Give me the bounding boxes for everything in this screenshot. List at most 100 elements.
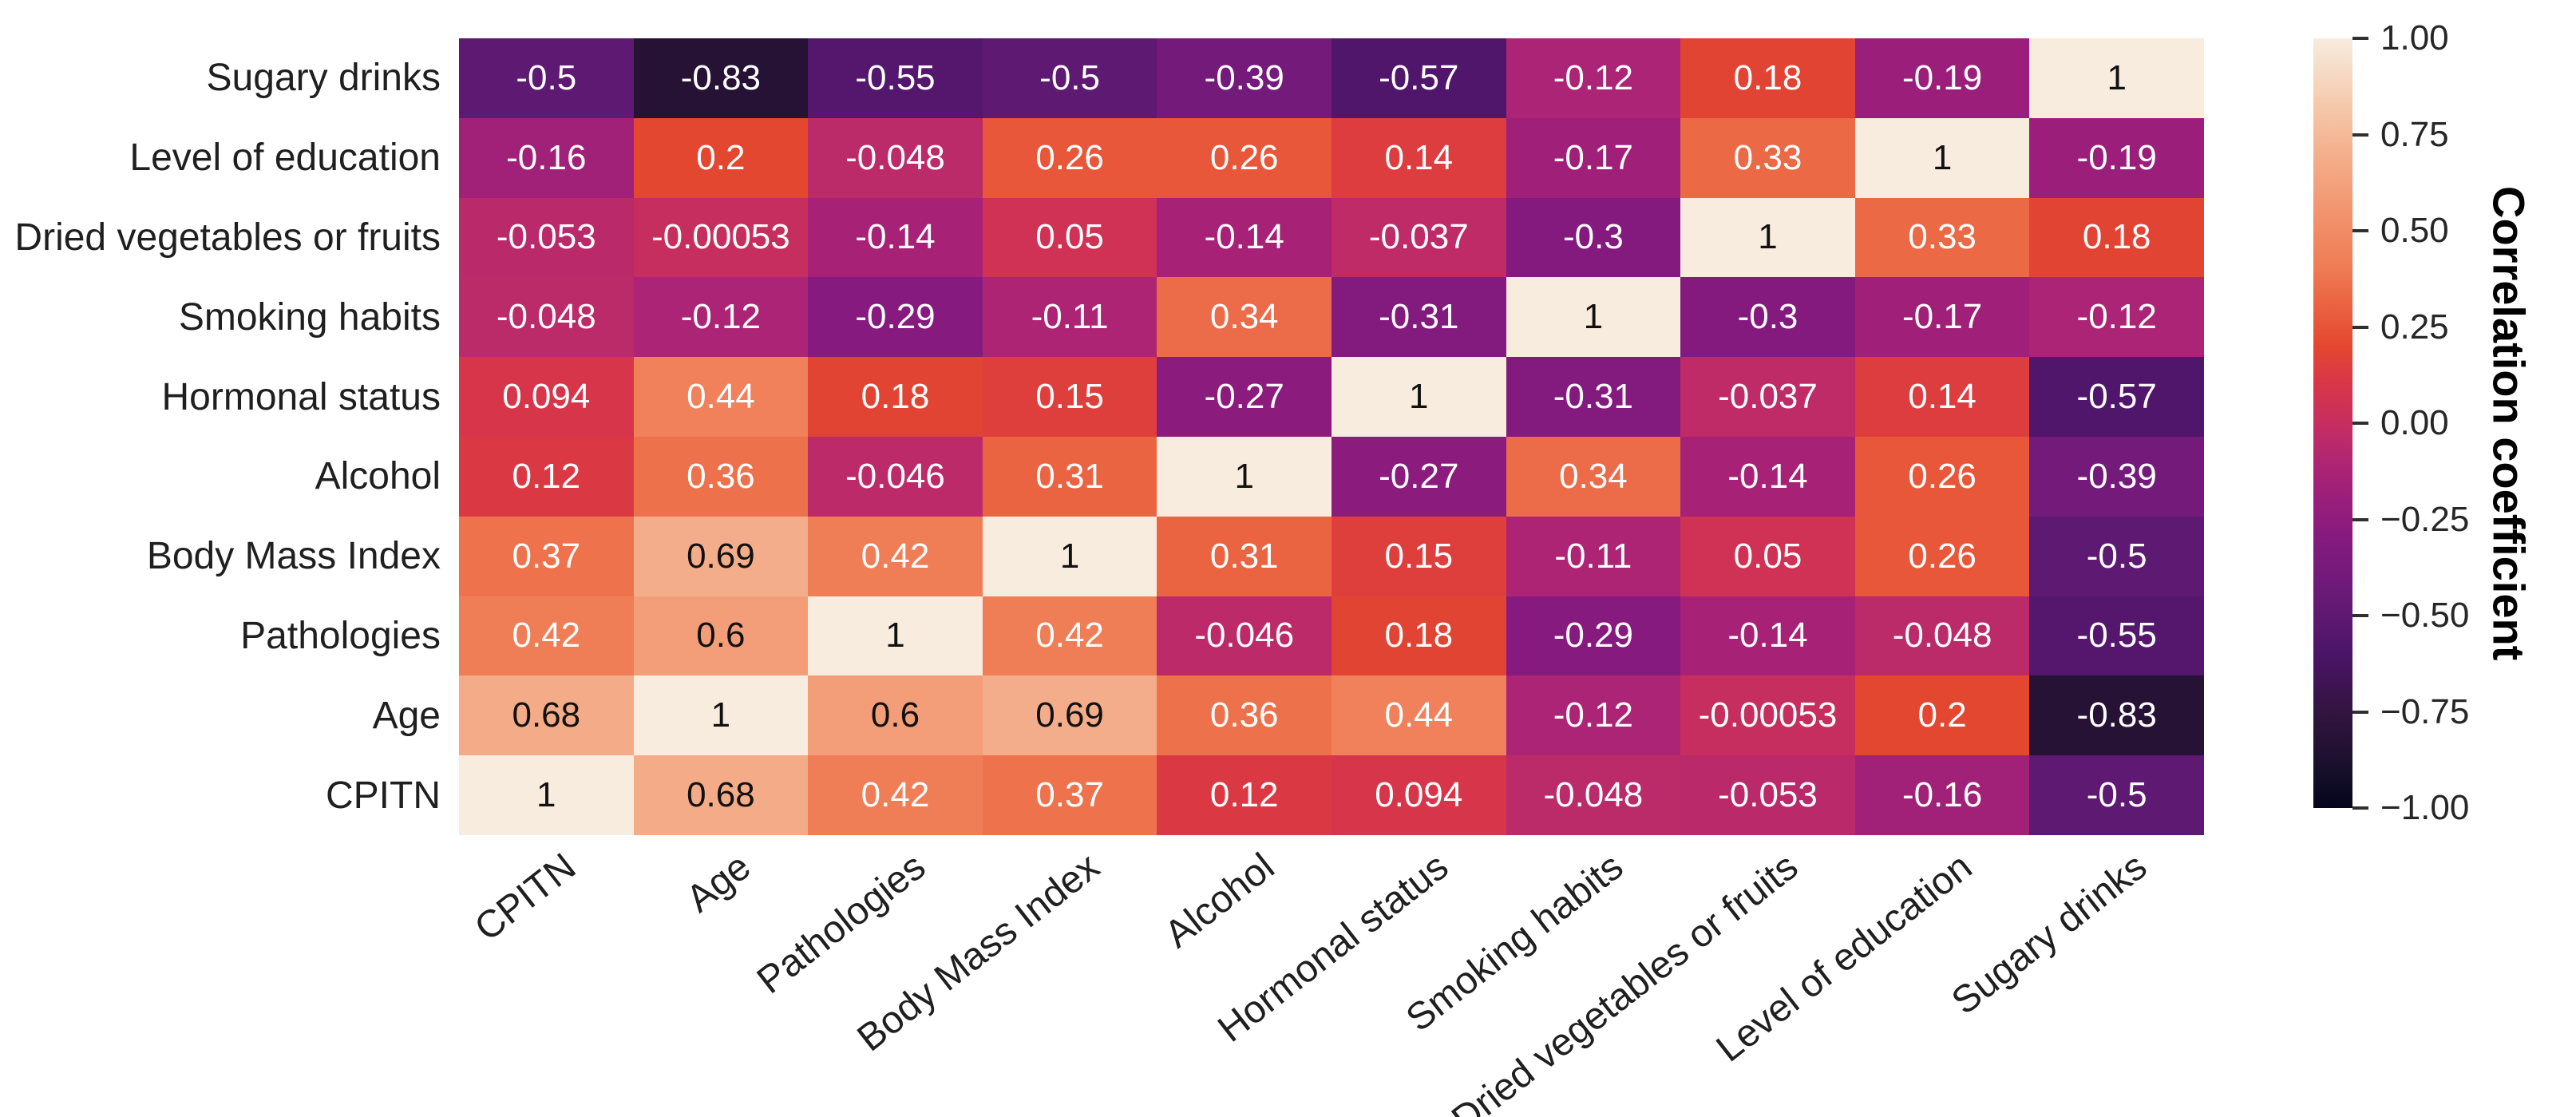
heatmap-cell: -0.11 <box>982 277 1157 358</box>
colorbar-tick-mark <box>2352 614 2368 617</box>
heatmap-cell: -0.00053 <box>633 197 809 278</box>
heatmap-cell: -0.3 <box>1680 277 1855 358</box>
heatmap-cell: -0.14 <box>808 197 983 278</box>
heatmap-cell: 1 <box>1506 277 1681 358</box>
colorbar-tick-mark <box>2352 806 2368 810</box>
heatmap-cell: -0.14 <box>1680 596 1855 676</box>
heatmap-cell: 0.18 <box>1332 596 1506 676</box>
heatmap-cell: -0.39 <box>2029 437 2204 517</box>
heatmap-cell: 0.44 <box>1332 675 1506 756</box>
heatmap-cell: -0.5 <box>459 38 634 118</box>
heatmap-cell: 1 <box>808 596 983 676</box>
heatmap-cell: 1 <box>1854 117 2030 198</box>
heatmap-cell: -0.57 <box>1332 38 1506 118</box>
heatmap-cell: 0.69 <box>633 516 809 596</box>
heatmap-cell: -0.3 <box>1506 197 1681 278</box>
heatmap-cell: -0.17 <box>1854 277 2030 358</box>
y-tick-label: Smoking habits <box>178 295 441 339</box>
heatmap-cell: -0.11 <box>1506 516 1681 596</box>
heatmap-cell: -0.17 <box>1506 117 1681 198</box>
heatmap-cell: -0.00053 <box>1680 675 1855 756</box>
heatmap-cell: 0.6 <box>633 596 809 676</box>
heatmap-cell: -0.046 <box>808 437 983 517</box>
heatmap-cell: 0.12 <box>1157 755 1332 835</box>
y-tick-label: Pathologies <box>240 614 441 657</box>
heatmap-cell: -0.048 <box>808 117 983 198</box>
heatmap-cell: 0.42 <box>982 596 1157 676</box>
heatmap-cell: -0.14 <box>1157 197 1332 278</box>
colorbar-tick-mark <box>2352 133 2368 137</box>
heatmap-cell: -0.053 <box>459 197 634 278</box>
y-tick-label: Level of education <box>129 137 441 180</box>
heatmap-cell: -0.83 <box>633 38 809 118</box>
heatmap-cell: 0.37 <box>982 755 1157 835</box>
colorbar-title: Correlation coefficient <box>2483 185 2534 661</box>
colorbar-tick-mark <box>2352 710 2368 714</box>
heatmap-grid: -0.5 -0.83 -0.55 -0.5 -0.39 -0.57 -0.12 0.18 -0.… <box>459 38 2204 835</box>
heatmap-cell: -0.046 <box>1157 596 1332 676</box>
colorbar-tick-label: −0.50 <box>2380 596 2470 635</box>
heatmap-cell: 0.14 <box>1332 117 1506 198</box>
heatmap-cell: -0.037 <box>1680 357 1855 437</box>
heatmap-cell: 0.094 <box>1332 755 1506 835</box>
colorbar-tick-mark <box>2352 517 2368 521</box>
colorbar-tick-label: −0.25 <box>2380 499 2470 539</box>
heatmap-cell: -0.053 <box>1680 755 1855 835</box>
heatmap-cell: 0.05 <box>982 197 1157 278</box>
heatmap-cell: 1 <box>2029 38 2204 118</box>
heatmap-cell: 0.42 <box>808 516 983 596</box>
heatmap-cell: 0.2 <box>633 117 809 198</box>
heatmap-cell: 0.69 <box>982 675 1157 756</box>
heatmap-cell: -0.12 <box>1506 38 1681 118</box>
heatmap-cell: 0.68 <box>633 755 809 835</box>
heatmap-cell: -0.5 <box>2029 516 2204 596</box>
heatmap-cell: -0.048 <box>1854 596 2030 676</box>
heatmap-cell: -0.31 <box>1332 277 1506 358</box>
colorbar-tick-label: 0.25 <box>2380 307 2449 347</box>
heatmap-cell: -0.55 <box>808 38 983 118</box>
heatmap-cell: 1 <box>1680 197 1855 278</box>
heatmap-cell: -0.19 <box>1854 38 2030 118</box>
heatmap-cell: -0.83 <box>2029 675 2204 756</box>
heatmap-cell: -0.5 <box>982 38 1157 118</box>
heatmap-cell: -0.5 <box>2029 755 2204 835</box>
y-tick-label: Dried vegetables or fruits <box>14 216 441 259</box>
y-tick-label: Age <box>372 694 441 737</box>
heatmap-cell: 0.37 <box>459 516 634 596</box>
heatmap-cell: -0.27 <box>1332 437 1506 517</box>
heatmap-cell: 0.44 <box>633 357 809 437</box>
heatmap-cell: -0.16 <box>1854 755 2030 835</box>
colorbar-tick-label: 0.50 <box>2380 211 2449 250</box>
heatmap-cell: 0.36 <box>1157 675 1332 756</box>
colorbar-tick-label: 1.00 <box>2380 18 2449 57</box>
heatmap-cell: 1 <box>1157 437 1332 517</box>
heatmap-cell: 0.31 <box>982 437 1157 517</box>
y-tick-label: Hormonal status <box>161 375 441 418</box>
heatmap-cell: 0.12 <box>459 437 634 517</box>
y-tick-label: Sugary drinks <box>206 57 441 100</box>
heatmap-cell: -0.037 <box>1332 197 1506 278</box>
colorbar-tick-label: −0.75 <box>2380 691 2470 731</box>
heatmap-cell: -0.27 <box>1157 357 1332 437</box>
heatmap-cell: 0.15 <box>1332 516 1506 596</box>
heatmap-cell: 0.31 <box>1157 516 1332 596</box>
heatmap-cell: -0.12 <box>1506 675 1681 756</box>
colorbar-tick-label: −1.00 <box>2380 788 2470 827</box>
colorbar-tick-mark <box>2352 229 2368 232</box>
heatmap-cell: 0.094 <box>459 357 634 437</box>
heatmap-cell: 0.14 <box>1854 357 2030 437</box>
heatmap-cell: -0.048 <box>459 277 634 358</box>
heatmap-cell: -0.14 <box>1680 437 1855 517</box>
heatmap-cell: -0.29 <box>1506 596 1681 676</box>
heatmap-cell: -0.57 <box>2029 357 2204 437</box>
heatmap-cell: 0.6 <box>808 675 983 756</box>
heatmap-cell: 0.26 <box>1854 516 2030 596</box>
heatmap-cell: 0.26 <box>1157 117 1332 198</box>
heatmap-cell: 0.36 <box>633 437 809 517</box>
heatmap-cell: 1 <box>459 755 634 835</box>
heatmap-cell: 1 <box>982 516 1157 596</box>
colorbar-gradient <box>2313 38 2352 808</box>
y-tick-label: Alcohol <box>315 455 441 498</box>
colorbar-tick-mark <box>2352 37 2368 40</box>
